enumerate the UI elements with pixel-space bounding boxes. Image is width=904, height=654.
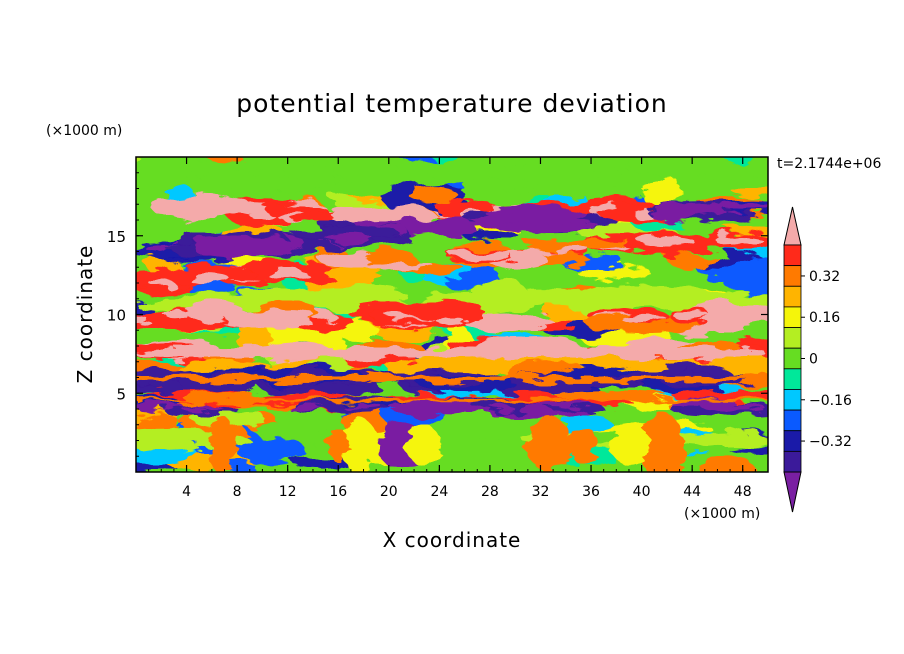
z-tick-label: 5 [116, 385, 126, 403]
x-tick-label: 4 [182, 484, 191, 500]
x-tick-label: 40 [633, 484, 651, 500]
colorbar-segment [783, 306, 802, 328]
colorbar-segment [783, 327, 802, 349]
x-axis: 4 8 12 16 20 24 28 32 36 40 44 48 [148, 157, 756, 500]
x-tick-label: 24 [430, 484, 448, 500]
z-tick-label: 10 [107, 307, 126, 325]
colorbar: 0.32 0.16 0 −0.16 −0.32 [783, 206, 852, 513]
colorbar-label: −0.32 [809, 434, 852, 450]
x-tick-label: 48 [734, 484, 752, 500]
colorbar-segment [783, 389, 802, 411]
x-tick-label: 36 [582, 484, 600, 500]
z-unit-label: (×1000 m) [46, 123, 122, 139]
z-axis: 5 10 15 [107, 172, 768, 457]
x-axis-label: X coordinate [383, 528, 522, 552]
x-tick-label: 16 [329, 484, 347, 500]
colorbar-segment [783, 285, 802, 308]
y-axis-label: Z coordinate [73, 245, 97, 384]
x-tick-label: 20 [380, 484, 398, 500]
colorbar-min-extension [783, 471, 802, 513]
colorbar-segment [783, 368, 802, 390]
colorbar-segment [783, 430, 802, 452]
x-tick-label: 32 [532, 484, 550, 500]
colorbar-segment [783, 347, 802, 370]
x-tick-label: 44 [683, 484, 701, 500]
z-tick-label: 15 [107, 228, 126, 246]
x-unit-label: (×1000 m) [684, 506, 760, 522]
x-tick-label: 12 [279, 484, 297, 500]
colorbar-segment [783, 450, 802, 473]
colorbar-max-extension [783, 206, 802, 246]
time-label: t=2.1744e+06 [777, 156, 881, 172]
colorbar-label: 0.16 [809, 310, 840, 326]
x-tick-label: 28 [481, 484, 499, 500]
colorbar-label: −0.16 [809, 393, 852, 409]
chart-title: potential temperature deviation [236, 89, 667, 118]
colorbar-segment [783, 265, 802, 287]
colorbar-label: 0.32 [809, 269, 840, 285]
x-tick-label: 8 [233, 484, 242, 500]
colorbar-segment [783, 244, 802, 267]
colorbar-segment [783, 409, 802, 432]
colorbar-label: 0 [809, 352, 818, 368]
contour-field [136, 157, 768, 472]
